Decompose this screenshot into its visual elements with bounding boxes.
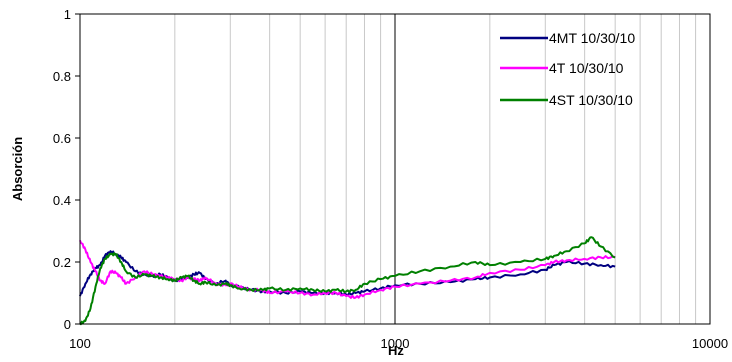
x-tick-label: 1000 <box>381 336 410 351</box>
y-tick-label: 0.2 <box>53 255 71 270</box>
y-tick-label: 0.8 <box>53 69 71 84</box>
legend: 4MT 10/30/10 4T 10/30/10 4ST 10/30/10 <box>500 30 635 108</box>
y-axis-title: Absorción <box>10 137 25 201</box>
legend-label-1: 4MT 10/30/10 <box>549 30 635 46</box>
series-line-3 <box>79 236 616 326</box>
legend-label-2: 4T 10/30/10 <box>549 60 624 76</box>
series-line-2 <box>79 239 616 299</box>
y-tick-label: 0.6 <box>53 131 71 146</box>
grid <box>79 14 697 324</box>
y-tick-label: 0.4 <box>53 193 71 208</box>
axis-ticks: 100 1000 10000 0 0.2 0.4 0.6 0.8 1 <box>53 7 728 351</box>
x-axis-title: Hz <box>388 343 404 358</box>
x-tick-label: 100 <box>69 336 91 351</box>
y-tick-label: 0 <box>64 317 71 332</box>
series-line-1 <box>79 250 616 297</box>
legend-label-3: 4ST 10/30/10 <box>549 92 633 108</box>
y-tick-label: 1 <box>64 7 71 22</box>
plot-area-border <box>79 13 711 325</box>
x-tick-label: 10000 <box>692 336 728 351</box>
series-group <box>79 236 616 326</box>
